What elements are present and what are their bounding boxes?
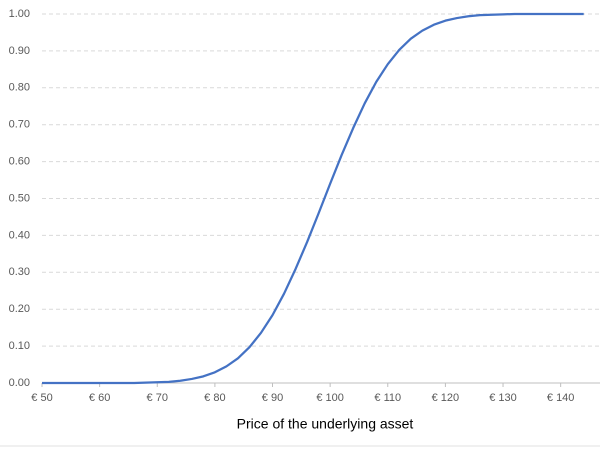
x-tick-label: € 80 [204,392,225,404]
y-tick-label: 0.90 [9,45,30,57]
y-tick-label: 0.80 [9,82,30,94]
y-tick-label: 0.00 [9,377,30,389]
y-tick-label: 0.70 [9,119,30,131]
y-tick-label: 0.20 [9,303,30,315]
x-tick-label: € 50 [31,392,52,404]
x-tick-label: € 90 [262,392,283,404]
y-tick-label: 0.60 [9,156,30,168]
x-tick-label: € 140 [547,392,575,404]
x-tick-label: € 60 [89,392,110,404]
x-tick-label: € 70 [147,392,168,404]
y-tick-label: 1.00 [9,8,30,20]
x-tick-label: € 120 [432,392,460,404]
y-tick-label: 0.30 [9,266,30,278]
x-tick-label: € 100 [316,392,344,404]
y-tick-label: 0.10 [9,340,30,352]
x-tick-label: € 110 [374,392,401,404]
y-tick-label: 0.50 [9,192,30,204]
x-tick-label: € 130 [489,392,517,404]
x-axis-label: Price of the underlying asset [237,416,414,432]
y-tick-label: 0.40 [9,229,30,241]
data-line [42,12,584,385]
